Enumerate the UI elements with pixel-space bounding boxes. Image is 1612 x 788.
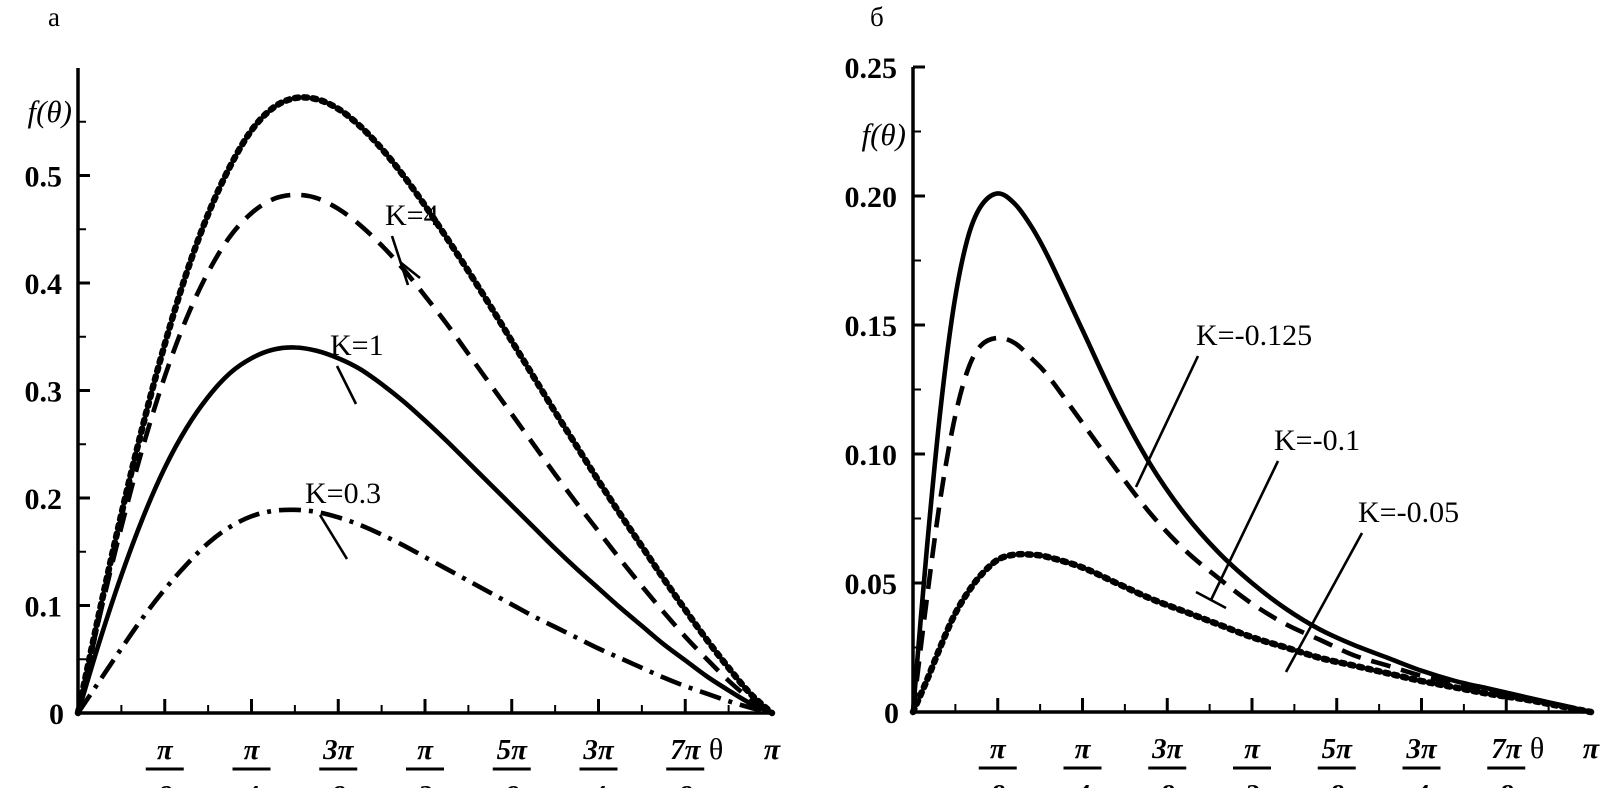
x-tick-denominator: 8 (1499, 779, 1514, 788)
x-axis-label: θ (1530, 732, 1544, 765)
panel-b-plot: 0 0.05 0.10 0.15 0.20 0.25 f(θ) π 8 π 4 3π 8 π 2 5π 8 3π 4… (845, 52, 1600, 788)
x-tick-denominator: 2 (1244, 779, 1260, 788)
panel-a-plot: 0 0.1 0.2 0.3 0.4 0.5 f(θ) π 8 π 4 3π 8 π 2 5π 8 3π 4 7π 8 θ π… (25, 68, 781, 788)
leader-line (335, 365, 358, 405)
leader-line (1284, 532, 1364, 673)
leader-line (318, 514, 349, 560)
y-tick-label: 0.1 (25, 591, 63, 624)
y-tick-label: 0.5 (25, 161, 63, 194)
curve-k-01 (910, 335, 1592, 715)
y-tick-label: 0.4 (25, 268, 63, 301)
x-tick-denominator: 8 (505, 780, 520, 788)
curve-label: K=0.3 (305, 477, 381, 510)
x-tick-numerator: 5π (497, 734, 529, 766)
x-tick-numerator: 7π (1491, 733, 1523, 765)
x-tick-denominator: 8 (678, 780, 693, 788)
x-tick-denominator: 8 (1160, 779, 1175, 788)
y-tick-label: 0.3 (25, 376, 63, 409)
x-tick-denominator: 4 (243, 780, 259, 788)
curve-label: K=-0.1 (1274, 424, 1360, 457)
panel-a-tag: а (48, 2, 60, 32)
leader-line (1134, 355, 1200, 488)
x-tick-numerator: π (1075, 733, 1092, 765)
x-tick-numerator: π (990, 733, 1007, 765)
x-tick-numerator: 3π (582, 734, 615, 766)
x-tick-numerator: 7π (670, 734, 702, 766)
x-tick-numerator: π (157, 734, 174, 766)
y-axis-label: f(θ) (28, 94, 73, 129)
y-tick-label-zero: 0 (49, 698, 64, 731)
x-tick-numerator: π (417, 734, 434, 766)
leader-tick (399, 260, 421, 280)
y-tick-label: 0.20 (845, 181, 898, 214)
panel-b: б 0 0.05 0.10 0.15 0.20 0.25 f(θ) π 8 π 4 3π 8 π 2 5π 8 3… (806, 0, 1612, 788)
x-tick-denominator: 8 (1330, 779, 1345, 788)
leader-line (390, 235, 410, 286)
x-tick-denominator: 4 (1074, 779, 1090, 788)
y-tick-label-zero: 0 (884, 697, 899, 730)
x-tick-numerator: 3π (1151, 733, 1184, 765)
x-end-label: π (764, 733, 781, 766)
curve-label: K=4 (385, 199, 439, 232)
x-end-label: π (1583, 732, 1600, 765)
x-tick-denominator: 2 (417, 780, 433, 788)
x-tick-denominator: 8 (331, 780, 346, 788)
panel-a: а 0 0.1 0.2 0.3 0.4 0.5 f(θ) π 8 π 4 3π 8 π 2 5π 8 3π 4 7π 8… (25, 2, 781, 788)
x-tick-denominator: 8 (991, 779, 1006, 788)
curve-k03 (76, 507, 773, 716)
x-tick-denominator: 4 (1413, 779, 1429, 788)
x-tick-numerator: 5π (1322, 733, 1354, 765)
x-axis-label: θ (709, 733, 723, 766)
y-tick-label: 0.05 (845, 568, 898, 601)
x-tick-denominator: 8 (158, 780, 173, 788)
x-tick-numerator: 3π (322, 734, 355, 766)
curve-unlabeled-dotted (74, 94, 776, 717)
curve-k-0125 (910, 191, 1592, 715)
y-tick-label: 0.15 (845, 310, 898, 343)
x-tick-denominator: 4 (590, 780, 606, 788)
y-axis-label: f(θ) (862, 117, 907, 152)
curve-k4 (75, 192, 774, 715)
curve-label: K=1 (330, 329, 384, 362)
leader-tick (1195, 590, 1227, 610)
y-tick-label: 0.10 (845, 439, 898, 472)
leader-line (1209, 460, 1280, 601)
curve-k-005 (909, 550, 1595, 716)
curve-k1 (75, 345, 773, 716)
x-tick-numerator: π (1244, 733, 1261, 765)
curve-label: K=-0.05 (1358, 496, 1459, 529)
y-tick-label: 0.2 (25, 483, 63, 516)
panel-b-tag: б (870, 2, 884, 32)
x-tick-numerator: 3π (1405, 733, 1438, 765)
curve-label: K=-0.125 (1196, 319, 1312, 352)
y-tick-label: 0.25 (845, 52, 898, 85)
x-tick-numerator: π (244, 734, 261, 766)
